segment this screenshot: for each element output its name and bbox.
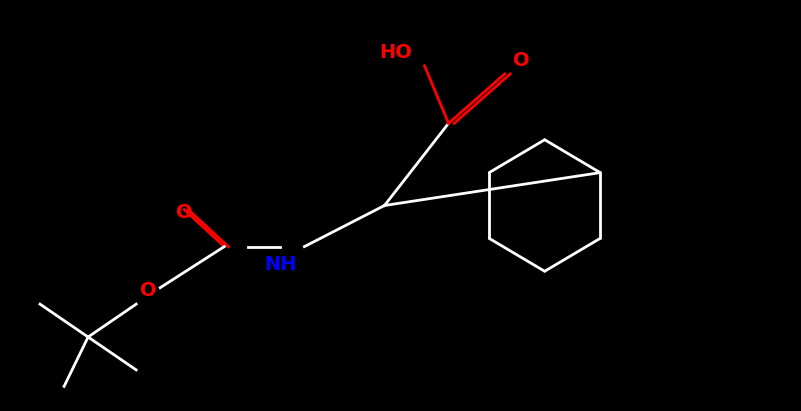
Text: NH: NH bbox=[264, 255, 296, 274]
Text: HO: HO bbox=[380, 43, 413, 62]
Text: O: O bbox=[176, 203, 192, 222]
Text: O: O bbox=[513, 51, 529, 70]
Text: O: O bbox=[140, 281, 156, 300]
